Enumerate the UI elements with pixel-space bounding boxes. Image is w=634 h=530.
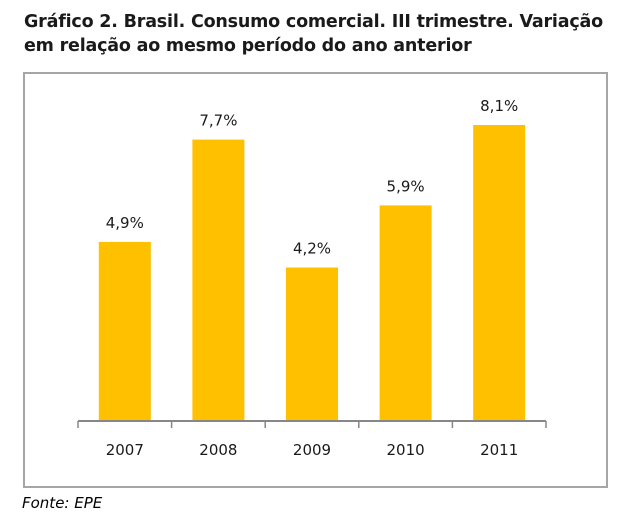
x-tick-label-2007: 2007 xyxy=(106,441,144,459)
data-label-2007: 4,9% xyxy=(106,214,144,232)
chart-frame xyxy=(23,72,608,488)
bar-2007 xyxy=(98,241,151,421)
bar-2009 xyxy=(286,267,338,421)
bar-2011 xyxy=(473,125,526,421)
x-tick-label-2009: 2009 xyxy=(293,441,331,459)
data-label-2009: 4,2% xyxy=(293,240,331,258)
data-label-2010: 5,9% xyxy=(387,177,425,195)
chart-title: Gráfico 2. Brasil. Consumo comercial. II… xyxy=(24,10,624,58)
source-note: Fonte: EPE xyxy=(22,494,103,512)
x-tick-label-2011: 2011 xyxy=(480,441,518,459)
chart-title-line-2: em relação ao mesmo período do ano anter… xyxy=(24,36,472,56)
chart-title-line-1: Gráfico 2. Brasil. Consumo comercial. II… xyxy=(24,12,603,32)
bar-2010 xyxy=(379,205,432,421)
data-label-2011: 8,1% xyxy=(480,97,518,115)
data-label-2008: 7,7% xyxy=(199,112,237,130)
x-tick-label-2010: 2010 xyxy=(387,441,425,459)
bar-2008 xyxy=(192,139,245,421)
x-tick-label-2008: 2008 xyxy=(199,441,237,459)
